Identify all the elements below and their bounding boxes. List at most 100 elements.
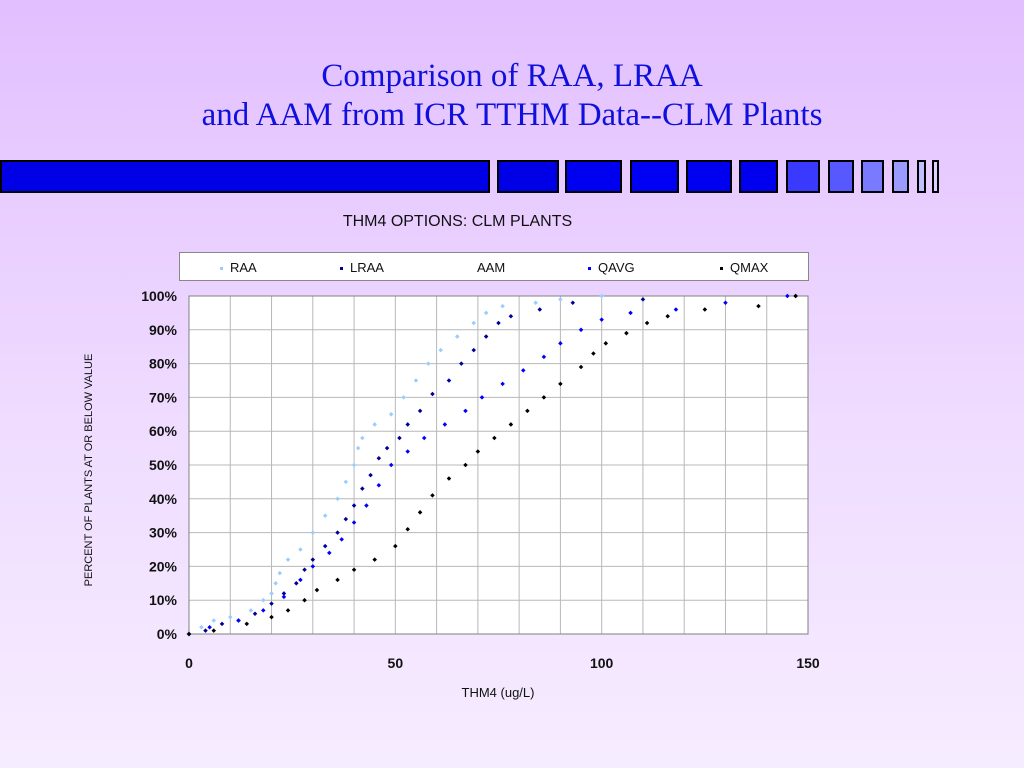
data-point-raa xyxy=(454,334,460,339)
data-point-raa xyxy=(343,479,349,485)
y-tick-label: 100% xyxy=(141,288,177,304)
x-tick-label: 0 xyxy=(185,655,193,671)
data-point-qavg xyxy=(236,618,241,623)
legend-label-qmax: QMAX xyxy=(730,260,769,275)
y-tick-label: 80% xyxy=(149,356,178,372)
data-point-raa xyxy=(500,303,505,309)
chart-legend: RAA LRAA AAM QAVG QMAX xyxy=(179,252,809,281)
plot-tick-labels: 0% 10% 20% 30% 40% 50% 60% 70% 80% 90% 100% 0 50 100 1… xyxy=(141,288,820,671)
data-point-raa xyxy=(471,320,477,326)
plot-grid xyxy=(188,295,809,635)
legend-swatch-qmax xyxy=(720,267,723,271)
deco-block-9 xyxy=(861,160,884,193)
data-point-qmax xyxy=(475,449,481,454)
data-point-qavg xyxy=(298,577,303,583)
data-point-raa xyxy=(248,608,254,613)
data-point-qmax xyxy=(558,381,563,387)
data-point-lraa xyxy=(471,347,477,353)
data-point-qmax xyxy=(405,526,410,532)
data-point-lraa xyxy=(294,581,299,586)
data-point-qmax xyxy=(591,351,596,356)
data-point-lraa xyxy=(537,307,543,312)
data-point-qmax xyxy=(314,587,320,593)
deco-block-10 xyxy=(892,160,909,193)
data-point-qavg xyxy=(186,631,192,637)
data-point-lraa xyxy=(310,557,316,562)
data-point-lraa xyxy=(281,591,287,596)
data-point-raa xyxy=(355,445,361,451)
y-tick-label: 20% xyxy=(149,558,178,574)
data-point-qmax xyxy=(269,614,274,620)
data-point-qavg xyxy=(599,317,604,322)
data-point-qavg xyxy=(339,537,344,542)
data-point-lraa xyxy=(459,361,464,366)
plot-area xyxy=(189,296,808,634)
data-point-raa xyxy=(533,300,538,306)
data-point-qmax xyxy=(335,577,340,583)
data-point-lraa xyxy=(219,621,225,627)
data-point-qavg xyxy=(520,368,526,373)
data-point-lraa xyxy=(446,378,452,383)
data-point-qmax xyxy=(644,320,650,326)
data-point-lraa xyxy=(343,516,349,522)
data-point-qavg xyxy=(376,483,382,488)
slide-title-line-2: and AAM from ICR TTHM Data--CLM Plants xyxy=(201,97,823,133)
data-point-lraa xyxy=(269,601,274,606)
data-point-lraa xyxy=(351,503,357,508)
data-point-lraa xyxy=(335,530,340,535)
data-point-qavg xyxy=(421,435,427,441)
chart-title: THM4 OPTIONS: CLM PLANTS xyxy=(342,213,573,230)
data-point-qmax xyxy=(211,628,217,633)
data-point-raa xyxy=(401,395,406,400)
y-tick-label: 70% xyxy=(149,389,178,405)
series-raa xyxy=(186,293,604,637)
data-point-raa xyxy=(269,591,274,596)
data-point-qavg xyxy=(364,503,369,508)
data-point-lraa xyxy=(376,455,382,461)
data-point-qmax xyxy=(525,408,530,414)
data-point-lraa xyxy=(417,408,423,414)
data-point-raa xyxy=(298,547,303,552)
y-tick-label: 90% xyxy=(149,322,178,338)
legend-item-qavg: QAVG xyxy=(588,260,635,275)
data-point-lraa xyxy=(397,435,402,441)
x-tick-label: 100 xyxy=(590,655,614,671)
y-tick-label: 0% xyxy=(157,626,178,642)
data-point-qavg xyxy=(479,395,485,400)
x-axis-label: THM4 (ug/L) xyxy=(461,685,535,700)
data-point-qmax xyxy=(793,293,798,299)
data-point-qmax xyxy=(665,314,670,319)
data-point-qmax xyxy=(508,422,514,427)
data-point-qmax xyxy=(430,493,435,498)
data-point-qavg xyxy=(463,408,468,414)
deco-block-3 xyxy=(565,160,622,193)
y-tick-label: 30% xyxy=(149,525,178,541)
data-point-raa xyxy=(322,513,328,518)
data-point-qavg xyxy=(405,449,410,454)
deco-block-5 xyxy=(686,160,732,193)
data-point-lraa xyxy=(368,472,373,478)
data-point-lraa xyxy=(640,297,646,302)
data-point-lraa xyxy=(384,445,390,451)
data-point-qmax xyxy=(756,303,761,309)
legend-item-lraa: LRAA xyxy=(340,260,384,275)
data-point-raa xyxy=(360,435,365,441)
data-point-raa xyxy=(211,618,217,623)
data-point-raa xyxy=(372,422,377,427)
legend-label-qavg: QAVG xyxy=(598,260,635,275)
data-point-qmax xyxy=(492,435,497,441)
deco-block-6 xyxy=(739,160,778,193)
data-point-lraa xyxy=(570,300,576,306)
data-point-qmax xyxy=(244,621,250,627)
data-point-qavg xyxy=(351,520,357,525)
data-point-qavg xyxy=(785,293,790,299)
plot-axes xyxy=(188,295,809,635)
data-point-raa xyxy=(277,570,283,576)
data-point-qmax xyxy=(351,567,357,573)
data-point-lraa xyxy=(302,567,307,573)
data-point-raa xyxy=(351,462,357,468)
data-point-qavg xyxy=(261,608,266,613)
data-point-raa xyxy=(228,614,233,620)
data-point-raa xyxy=(558,297,563,302)
y-tick-label: 50% xyxy=(149,457,178,473)
